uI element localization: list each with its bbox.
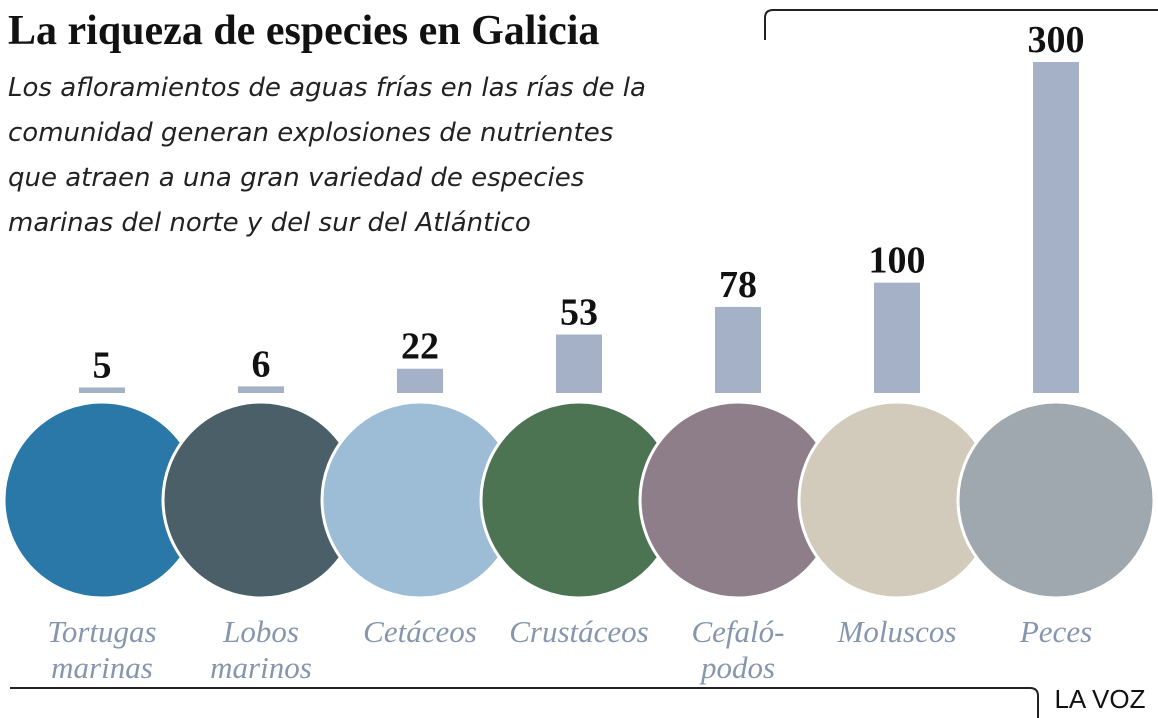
frame-top <box>764 9 1158 40</box>
subtitle-line: Los afloramientos de aguas frías en las … <box>8 73 646 103</box>
bar <box>874 282 920 393</box>
category-label: Lobos <box>222 614 299 649</box>
value-label: 5 <box>93 344 112 386</box>
category-label: Tortugas <box>47 614 156 649</box>
bar <box>556 334 602 393</box>
frame-bottom <box>10 687 1039 718</box>
value-label: 53 <box>560 292 598 334</box>
value-label: 6 <box>252 343 271 385</box>
chart-title: La riqueza de especies en Galicia <box>8 8 599 54</box>
subtitle-line: marinas del norte y del sur del Atlántic… <box>8 208 531 238</box>
category-label: Moluscos <box>837 614 957 649</box>
species-photo <box>956 400 1156 600</box>
category-label: Peces <box>1019 614 1092 649</box>
value-label: 300 <box>1028 19 1085 61</box>
bar <box>397 368 443 393</box>
value-label: 22 <box>401 326 439 368</box>
subtitle-line: que atraen a una gran variedad de especi… <box>8 163 584 193</box>
category-label: marinas <box>51 650 153 685</box>
category-label: Cetáceos <box>363 614 477 649</box>
bar <box>238 386 284 393</box>
bar <box>1033 62 1079 393</box>
category-label: Crustáceos <box>509 614 649 649</box>
category-label: podos <box>699 650 775 685</box>
value-label: 78 <box>719 264 757 306</box>
value-label: 100 <box>869 240 926 282</box>
category-label: marinos <box>210 650 312 685</box>
subtitle-line: comunidad generan explosiones de nutrien… <box>8 118 613 148</box>
source: LA VOZ <box>1054 684 1145 714</box>
category-label: Cefaló- <box>692 614 785 649</box>
bar <box>79 387 125 393</box>
bar <box>715 306 761 393</box>
